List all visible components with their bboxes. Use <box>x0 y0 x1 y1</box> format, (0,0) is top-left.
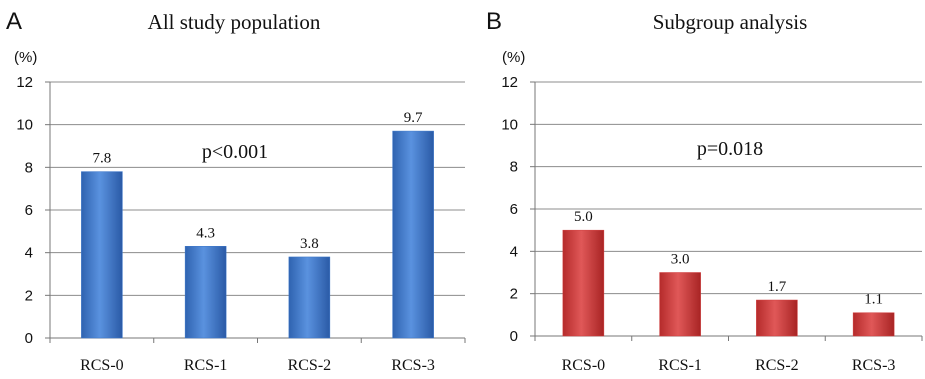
panel-b-plot: 0 2 4 6 8 10 12 5.0 RCS-0 3.0 RCS-1 1.7 RCS-2 1.1 RCS-… <box>501 74 923 374</box>
panel-b-data-label: 1.1 <box>864 292 883 308</box>
panel-a-plot: 0 2 4 6 8 10 12 7.8 RCS-0 4.3 RCS-1 3.8 RCS-2 9.7 RCS-… <box>16 74 466 374</box>
panel-a-ytick-label: 12 <box>16 74 33 91</box>
panel-a-bar-rcs-2 <box>288 256 331 339</box>
panel-a-ytick-label: 4 <box>25 245 33 262</box>
panel-a-letter: A <box>6 8 22 35</box>
panel-a-category-label: RCS-2 <box>288 357 332 374</box>
panel-a-bar-rcs-3 <box>392 130 434 339</box>
panel-a-data-label: 7.8 <box>93 151 112 167</box>
panel-a-bar-rcs-0 <box>81 171 123 339</box>
panel-a-ylabel: (%) <box>14 49 37 66</box>
panel-a-data-label: 4.3 <box>196 225 215 241</box>
panel-a-title: All study population <box>148 10 321 34</box>
panel-a-category-label: RCS-0 <box>80 357 124 374</box>
panel-b-data-label: 1.7 <box>768 279 787 295</box>
panel-b-ytick-label: 10 <box>501 116 518 133</box>
panel-b-category-label: RCS-2 <box>755 357 799 374</box>
panel-a-category-label: RCS-3 <box>391 357 435 374</box>
panel-b-bar-rcs-2 <box>756 299 798 337</box>
panel-a-ytick-label: 8 <box>25 159 33 176</box>
panel-a-p-value: p<0.001 <box>202 141 268 163</box>
panel-b-ytick-label: 0 <box>510 328 518 345</box>
panel-b-data-label: 3.0 <box>671 252 690 268</box>
panel-b-title: Subgroup analysis <box>653 10 808 34</box>
panel-a-ytick-label: 10 <box>16 117 33 134</box>
panel-a: A All study population (%) 0 2 4 6 8 10 12 7.8 R… <box>6 8 466 374</box>
panel-b-bar-rcs-1 <box>659 272 701 337</box>
panel-b-category-label: RCS-0 <box>562 357 606 374</box>
panel-b-ylabel: (%) <box>502 49 525 66</box>
panel-b-ytick-label: 8 <box>510 159 518 176</box>
panel-a-data-label: 9.7 <box>404 110 423 126</box>
panel-b-ytick-label: 2 <box>510 286 518 303</box>
panel-b-bar-rcs-0 <box>562 229 605 337</box>
panel-a-category-label: RCS-1 <box>184 357 228 374</box>
panel-a-ytick-label: 2 <box>25 287 33 304</box>
panel-b-ytick-label: 6 <box>510 201 518 218</box>
panel-a-ytick-label: 0 <box>25 330 33 347</box>
panel-a-data-label: 3.8 <box>300 236 319 252</box>
panel-b-p-value: p=0.018 <box>697 138 763 160</box>
panel-b-ytick-label: 12 <box>501 74 518 91</box>
panel-a-ytick-label: 6 <box>25 202 33 219</box>
panel-b-letter: B <box>486 8 502 35</box>
panel-b-ytick-label: 4 <box>510 243 518 260</box>
panel-b-category-label: RCS-3 <box>852 357 896 374</box>
panel-b-data-label: 5.0 <box>574 209 593 225</box>
panel-a-bar-rcs-1 <box>184 246 227 339</box>
panel-b-category-label: RCS-1 <box>658 357 702 374</box>
panel-b: B Subgroup analysis (%) 0 2 4 6 8 10 12 5.0 RCS-… <box>486 8 923 374</box>
panel-b-bar-rcs-3 <box>852 312 895 337</box>
